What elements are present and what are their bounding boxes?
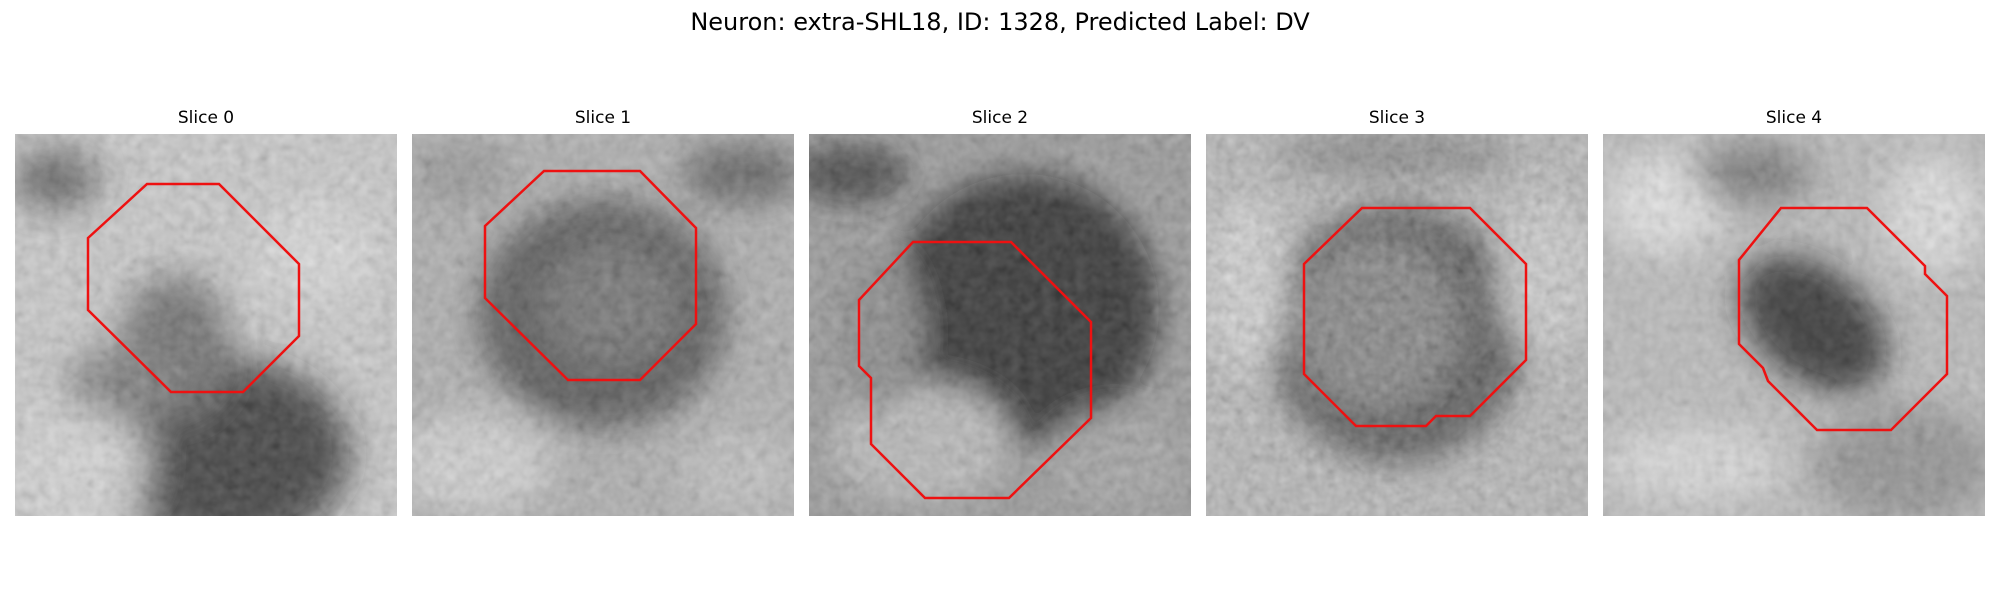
- slice-title-3: Slice 3: [1368, 108, 1426, 128]
- slice-panel-0: Slice 0: [15, 108, 397, 520]
- slice-title-1: Slice 1: [574, 108, 632, 128]
- slice-title-4: Slice 4: [1765, 108, 1823, 128]
- slice-image-3: [1206, 134, 1588, 516]
- slice-title-0: Slice 0: [177, 108, 235, 128]
- figure-title: Neuron: extra-SHL18, ID: 1328, Predicted…: [690, 8, 1310, 36]
- slice-title-2: Slice 2: [971, 108, 1029, 128]
- roi-contour-1: [483, 169, 698, 382]
- slice-image-1: [412, 134, 794, 516]
- slice-panel-4: Slice 4: [1603, 108, 1985, 520]
- roi-contour-2: [857, 240, 1093, 500]
- slice-panel-3: Slice 3: [1206, 108, 1588, 520]
- slice-panel-1: Slice 1: [412, 108, 794, 520]
- roi-contour-4: [1737, 206, 1949, 432]
- slice-image-2: [809, 134, 1191, 516]
- slice-image-4: [1603, 134, 1985, 516]
- slice-image-0: [15, 134, 397, 516]
- slice-panel-2: Slice 2: [809, 108, 1191, 520]
- roi-contour-0: [86, 182, 301, 394]
- roi-contour-3: [1302, 206, 1528, 428]
